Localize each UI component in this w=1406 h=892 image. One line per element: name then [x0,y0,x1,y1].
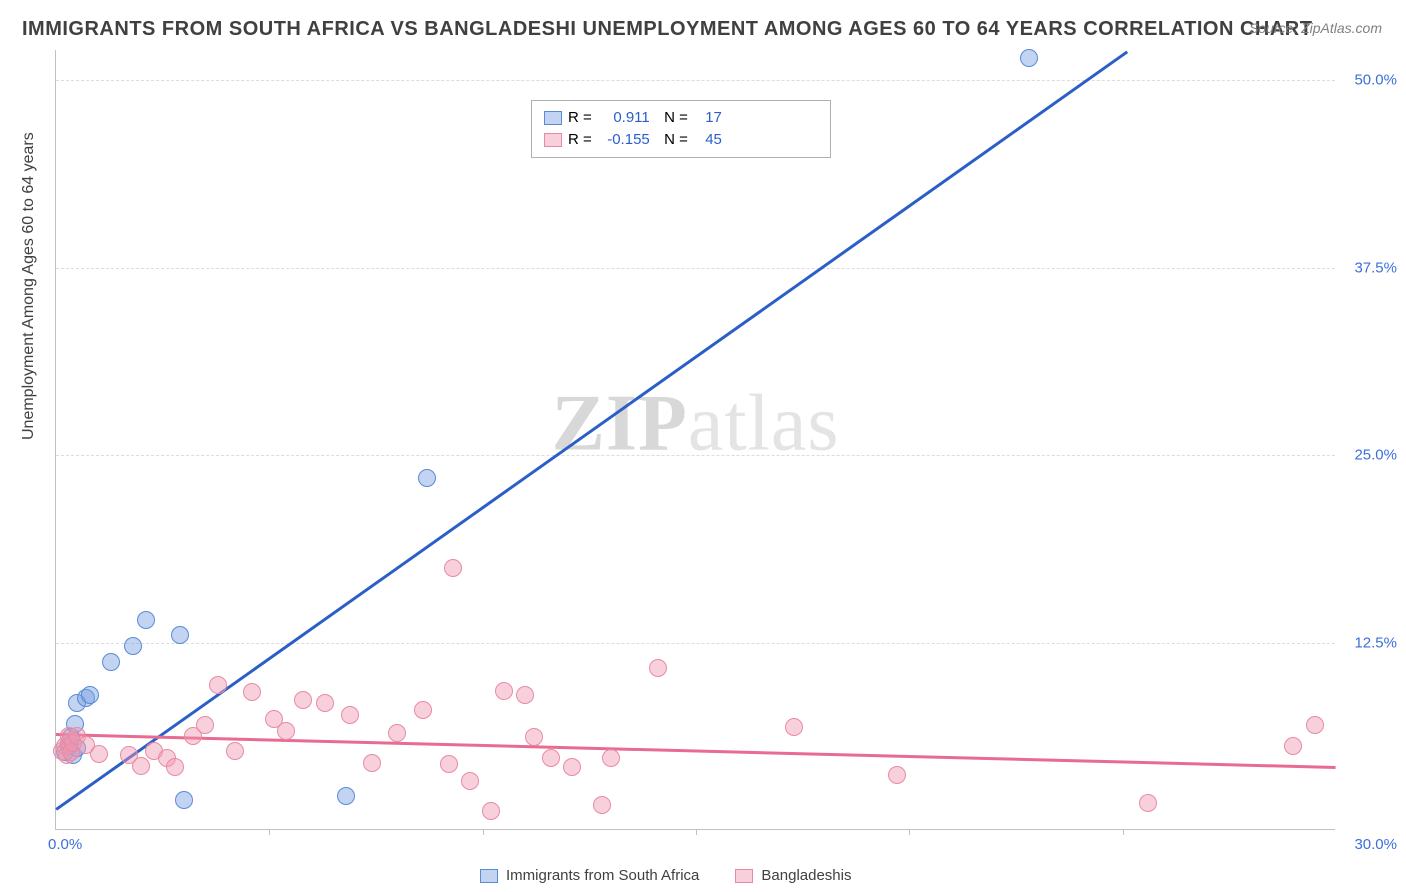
swatch-series-1 [480,869,498,883]
scatter-point [444,559,462,577]
scatter-point [166,758,184,776]
r-label: R = [568,107,592,129]
gridline-h [56,455,1335,456]
scatter-point [316,694,334,712]
legend-stats: R = 0.911 N = 17 R = -0.155 N = 45 [531,100,831,158]
trend-line [56,733,1336,768]
n-label: N = [656,107,688,129]
scatter-point [277,722,295,740]
r-value-2: -0.155 [598,129,650,151]
scatter-point [132,757,150,775]
scatter-point [602,749,620,767]
legend-bottom: Immigrants from South Africa Bangladeshi… [480,867,851,884]
x-tick-mark [483,829,484,835]
source-attribution: Source: ZipAtlas.com [1249,20,1382,36]
n-value-2: 45 [694,129,722,151]
legend-label-1: Immigrants from South Africa [506,867,699,884]
scatter-point [102,653,120,671]
scatter-point [196,716,214,734]
y-tick-label: 12.5% [1342,634,1397,651]
legend-row-1: R = 0.911 N = 17 [544,107,818,129]
scatter-point [294,691,312,709]
scatter-point [482,802,500,820]
scatter-point [137,611,155,629]
scatter-point [461,772,479,790]
scatter-point [414,701,432,719]
scatter-point [440,755,458,773]
scatter-point [388,724,406,742]
trend-line [55,50,1127,810]
x-tick-right: 30.0% [1354,836,1397,853]
swatch-series-2 [735,869,753,883]
scatter-point [785,718,803,736]
n-label: N = [656,129,688,151]
y-axis-label: Unemployment Among Ages 60 to 64 years [20,132,38,440]
scatter-point [525,728,543,746]
scatter-point [593,796,611,814]
legend-label-2: Bangladeshis [761,867,851,884]
swatch-series-1 [544,111,562,125]
legend-row-2: R = -0.155 N = 45 [544,129,818,151]
swatch-series-2 [544,133,562,147]
scatter-point [341,706,359,724]
scatter-point [243,683,261,701]
scatter-point [175,791,193,809]
scatter-point [1306,716,1324,734]
r-label: R = [568,129,592,151]
scatter-point [516,686,534,704]
scatter-point [363,754,381,772]
scatter-point [563,758,581,776]
scatter-point [90,745,108,763]
gridline-h [56,80,1335,81]
chart-title: IMMIGRANTS FROM SOUTH AFRICA VS BANGLADE… [22,18,1312,41]
scatter-point [171,626,189,644]
gridline-h [56,643,1335,644]
plot-area: ZIPatlas R = 0.911 N = 17 R = -0.155 N =… [55,50,1335,830]
y-tick-label: 50.0% [1342,72,1397,89]
scatter-point [495,682,513,700]
scatter-point [1284,737,1302,755]
y-tick-label: 25.0% [1342,447,1397,464]
x-tick-left: 0.0% [48,836,82,853]
scatter-point [1139,794,1157,812]
scatter-point [1020,49,1038,67]
legend-item-2: Bangladeshis [735,867,851,884]
scatter-point [337,787,355,805]
r-value-1: 0.911 [598,107,650,129]
scatter-point [124,637,142,655]
scatter-point [649,659,667,677]
gridline-h [56,268,1335,269]
scatter-point [81,686,99,704]
x-tick-mark [1123,829,1124,835]
y-tick-label: 37.5% [1342,259,1397,276]
x-tick-mark [696,829,697,835]
n-value-1: 17 [694,107,722,129]
scatter-point [418,469,436,487]
scatter-point [888,766,906,784]
x-tick-mark [269,829,270,835]
x-tick-mark [909,829,910,835]
scatter-point [226,742,244,760]
scatter-point [209,676,227,694]
scatter-point [542,749,560,767]
legend-item-1: Immigrants from South Africa [480,867,699,884]
